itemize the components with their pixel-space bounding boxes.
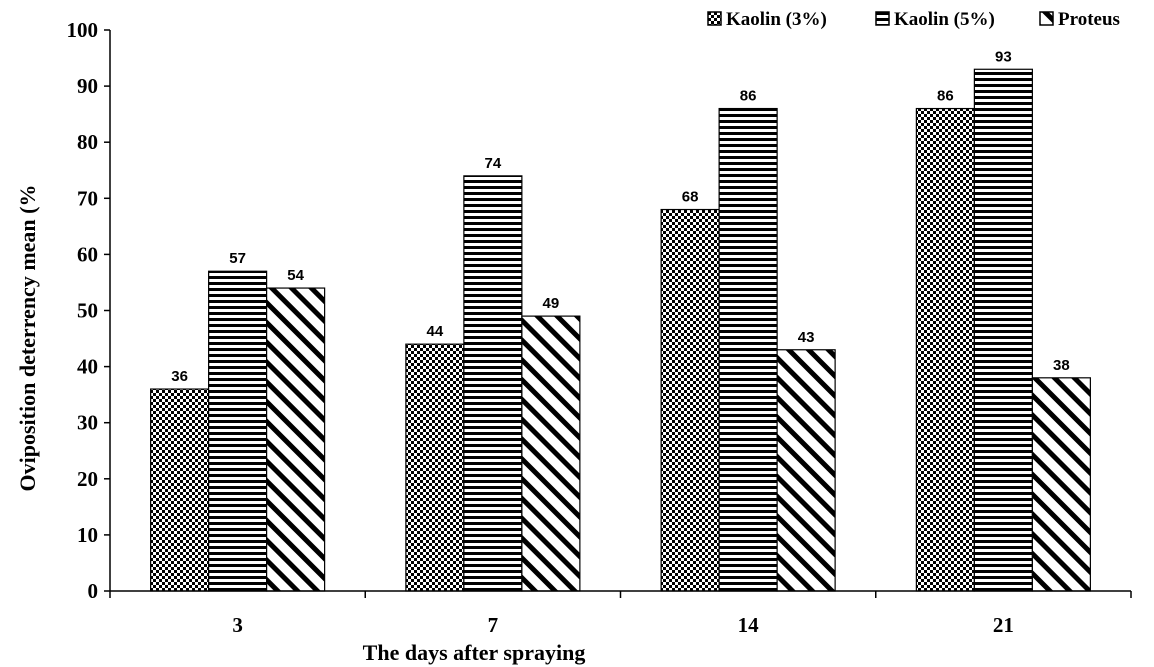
bar-7-series-3 (521, 315, 581, 592)
x-tick-label: 14 (738, 613, 760, 637)
data-label: 36 (171, 368, 188, 385)
x-tick-label: 7 (488, 613, 499, 637)
y-tick-label: 50 (77, 299, 98, 323)
legend-label: Proteus (1058, 9, 1120, 30)
data-label: 93 (995, 48, 1012, 65)
bars-group (150, 68, 1091, 592)
y-axis-title: Oviposition deterrency mean (% (15, 185, 40, 492)
bar-3-series-1 (150, 388, 210, 592)
bar-21-series-1 (915, 107, 975, 592)
legend-swatch (1039, 11, 1054, 26)
x-tick-label: 3 (232, 613, 243, 637)
legend-swatch (707, 11, 722, 26)
legend: Kaolin (3%) Kaolin (5%) Proteus (707, 9, 1120, 30)
bar-3-series-2 (208, 270, 268, 592)
data-label: 49 (543, 295, 560, 312)
data-label: 38 (1053, 357, 1070, 374)
bar-14-series-3 (776, 349, 836, 592)
data-label: 86 (937, 88, 954, 105)
y-tick-label: 100 (67, 18, 99, 42)
y-ticks-group: 0 10 20 30 40 50 60 70 80 90 100 (67, 18, 110, 603)
y-tick-label: 90 (77, 74, 98, 98)
legend-label: Kaolin (5%) (894, 9, 995, 30)
legend-label: Kaolin (3%) (726, 9, 827, 30)
bar-21-series-2 (973, 68, 1033, 592)
bar-7-series-1 (405, 343, 465, 592)
data-label: 86 (740, 88, 757, 105)
bar-7-series-2 (463, 175, 523, 592)
data-label: 74 (485, 155, 502, 172)
x-tick-label: 21 (993, 613, 1014, 637)
bar-14-series-1 (660, 208, 720, 592)
y-tick-label: 60 (77, 242, 98, 266)
data-label: 57 (229, 250, 246, 267)
x-axis-title: The days after spraying (363, 640, 586, 665)
y-tick-label: 0 (88, 579, 99, 603)
y-tick-label: 40 (77, 355, 98, 379)
data-label: 68 (682, 189, 699, 206)
bar-3-series-3 (266, 287, 326, 592)
y-tick-label: 70 (77, 186, 98, 210)
data-label: 43 (798, 329, 815, 346)
y-tick-label: 80 (77, 130, 98, 154)
bar-14-series-2 (718, 107, 778, 592)
y-tick-label: 10 (77, 523, 98, 547)
data-label: 54 (287, 267, 304, 284)
data-labels-group: 36 44 68 86 57 74 86 93 54 49 43 38 (171, 48, 1069, 385)
x-ticks-group: 3 7 14 21 (109, 591, 1132, 637)
legend-swatch (875, 11, 890, 26)
y-tick-label: 20 (77, 467, 98, 491)
y-tick-label: 30 (77, 411, 98, 435)
data-label: 44 (427, 323, 444, 340)
bar-21-series-3 (1031, 377, 1091, 592)
